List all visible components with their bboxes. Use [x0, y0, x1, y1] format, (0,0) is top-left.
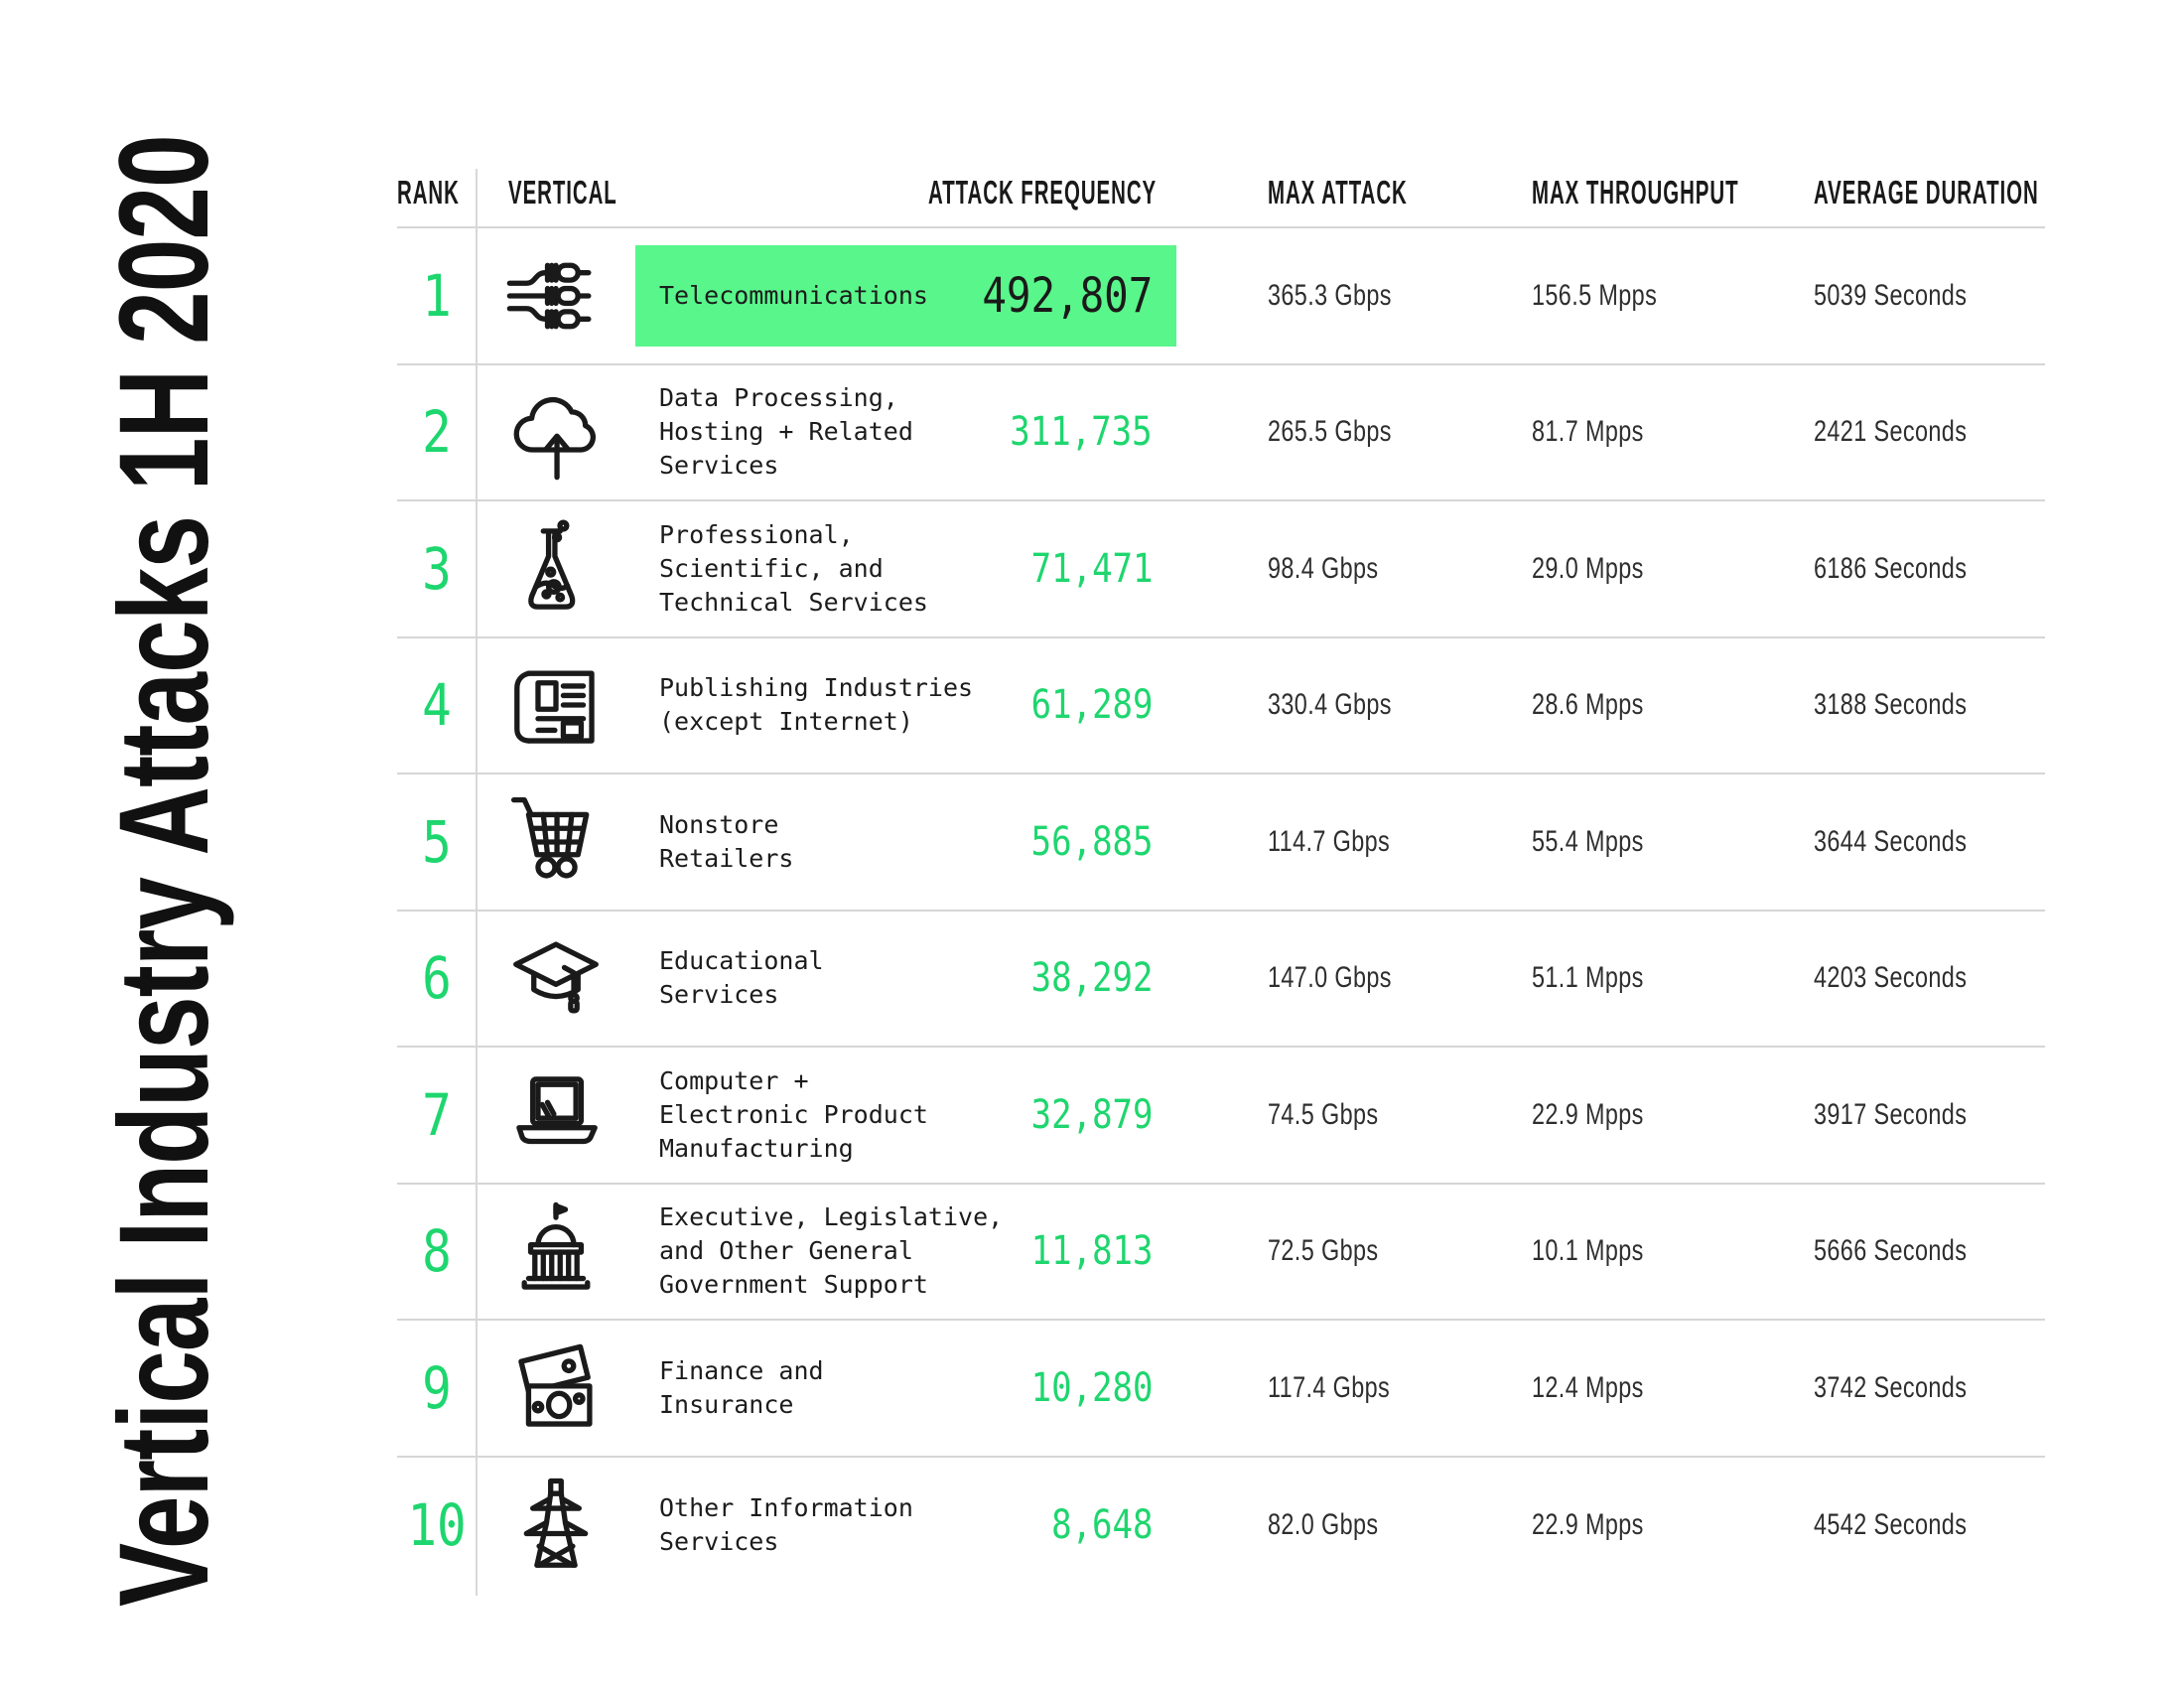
- header-attack-frequency: ATTACK FREQUENCY: [927, 173, 1157, 211]
- page-title: Vertical Industry Attacks 1H 2020: [93, 135, 235, 1607]
- max-attack-value: 74.5 Gbps: [1268, 1097, 1379, 1131]
- vertical-name: Computer + Electronic Product Manufactur…: [659, 1065, 928, 1163]
- graduation-cap-icon: [477, 925, 635, 1031]
- header-rank: RANK: [397, 173, 460, 211]
- rank-value: 2: [422, 398, 452, 467]
- attacks-table: 1 Telecommunications 492,807 365.3 Gbps …: [397, 228, 2045, 1594]
- max-throughput-value: 12.4 Mpps: [1532, 1370, 1644, 1404]
- table-row: 8 Executive, Legislative, and Other Gene…: [397, 1185, 2045, 1321]
- table-row: 9 Finance and Insurance 10,280 117.4 Gbp…: [397, 1321, 2045, 1458]
- max-throughput-value: 51.1 Mpps: [1532, 961, 1644, 995]
- max-throughput-value: 10.1 Mpps: [1532, 1234, 1644, 1268]
- attack-frequency-value: 11,813: [1030, 1228, 1153, 1275]
- average-duration-value: 6186 Seconds: [1814, 551, 1968, 585]
- vertical-name: Publishing Industries (except Internet): [659, 673, 974, 737]
- attack-frequency-value: 10,280: [1030, 1364, 1153, 1411]
- max-attack-value: 72.5 Gbps: [1268, 1234, 1379, 1268]
- rank-value: 9: [422, 1353, 452, 1422]
- attack-frequency-value: 311,735: [1010, 409, 1153, 456]
- max-throughput-value: 55.4 Mpps: [1532, 824, 1644, 858]
- max-throughput-value: 29.0 Mpps: [1532, 551, 1644, 585]
- rank-value: 5: [422, 807, 452, 876]
- table-row: 3 Professional, Scientific, and Technica…: [397, 501, 2045, 638]
- max-throughput-value: 81.7 Mpps: [1532, 415, 1644, 449]
- table-row: 1 Telecommunications 492,807 365.3 Gbps …: [397, 228, 2045, 365]
- highlight-box: Telecommunications 492,807: [635, 244, 1176, 347]
- laptop-icon: [477, 1062, 635, 1168]
- max-throughput-value: 156.5 Mpps: [1532, 278, 1658, 312]
- table-header: RANK VERTICAL ATTACK FREQUENCY MAX ATTAC…: [397, 164, 2045, 228]
- attack-frequency-value: 8,648: [1050, 1502, 1153, 1549]
- vertical-name: Telecommunications: [659, 280, 928, 310]
- average-duration-value: 3917 Seconds: [1814, 1097, 1968, 1131]
- rank-value: 6: [422, 944, 452, 1013]
- vertical-name: Executive, Legislative, and Other Genera…: [659, 1202, 1004, 1300]
- table-row: 10 Other Information Services 8,648 82.0…: [397, 1458, 2045, 1595]
- average-duration-value: 5039 Seconds: [1814, 278, 1968, 312]
- power-tower-icon: [477, 1473, 635, 1578]
- vertical-name: Other Information Services: [659, 1493, 913, 1557]
- vertical-name: Data Processing, Hosting + Related Servi…: [659, 383, 913, 481]
- vertical-name: Nonstore Retailers: [659, 809, 794, 873]
- header-max-attack: MAX ATTACK: [1268, 173, 1408, 211]
- max-attack-value: 330.4 Gbps: [1268, 688, 1392, 722]
- attack-frequency-value: 61,289: [1030, 682, 1153, 729]
- header-max-throughput: MAX THROUGHPUT: [1532, 173, 1739, 211]
- header-average-duration: AVERAGE DURATION: [1814, 173, 2039, 211]
- max-attack-value: 114.7 Gbps: [1268, 824, 1391, 858]
- attack-frequency-value: 71,471: [1030, 545, 1153, 592]
- table-row: 2 Data Processing, Hosting + Related Ser…: [397, 365, 2045, 501]
- max-attack-value: 82.0 Gbps: [1268, 1508, 1379, 1542]
- rank-value: 10: [407, 1491, 467, 1560]
- attack-frequency-value: 32,879: [1030, 1091, 1153, 1138]
- rank-value: 3: [422, 534, 452, 603]
- newspaper-icon: [477, 652, 635, 758]
- vertical-name: Professional, Scientific, and Technical …: [659, 519, 928, 617]
- average-duration-value: 5666 Seconds: [1814, 1234, 1968, 1268]
- attack-frequency-value: 56,885: [1030, 818, 1153, 865]
- max-attack-value: 147.0 Gbps: [1268, 961, 1392, 995]
- max-attack-value: 98.4 Gbps: [1268, 551, 1379, 585]
- rank-column-divider: [476, 169, 478, 1596]
- attack-frequency-value: 492,807: [982, 267, 1153, 324]
- header-vertical: VERTICAL: [508, 173, 617, 211]
- table-row: 6 Educational Services 38,292 147.0 Gbps…: [397, 912, 2045, 1048]
- lab-flask-icon: [477, 516, 635, 622]
- max-throughput-value: 28.6 Mpps: [1532, 688, 1644, 722]
- average-duration-value: 3188 Seconds: [1814, 688, 1968, 722]
- cloud-upload-icon: [477, 379, 635, 485]
- shopping-cart-icon: [477, 789, 635, 895]
- rank-value: 4: [422, 671, 452, 740]
- average-duration-value: 4542 Seconds: [1814, 1508, 1968, 1542]
- table-row: 7 Computer + Electronic Product Manufact…: [397, 1048, 2045, 1185]
- max-throughput-value: 22.9 Mpps: [1532, 1508, 1644, 1542]
- vertical-name: Finance and Insurance: [659, 1355, 824, 1419]
- capitol-building-icon: [477, 1198, 635, 1304]
- rank-value: 7: [422, 1080, 452, 1149]
- max-attack-value: 265.5 Gbps: [1268, 415, 1392, 449]
- money-bills-icon: [477, 1336, 635, 1441]
- average-duration-value: 3644 Seconds: [1814, 824, 1968, 858]
- table-row: 4 Publishing Industries (except Internet…: [397, 638, 2045, 774]
- average-duration-value: 3742 Seconds: [1814, 1370, 1968, 1404]
- table-row: 5 Nonstore Retailers 56,885 114.7 Gbps 5…: [397, 774, 2045, 912]
- rank-value: 1: [422, 261, 452, 330]
- max-attack-value: 365.3 Gbps: [1268, 278, 1392, 312]
- max-attack-value: 117.4 Gbps: [1268, 1370, 1391, 1404]
- attack-frequency-value: 38,292: [1030, 955, 1153, 1002]
- telecom-cables-icon: [477, 243, 635, 349]
- rank-value: 8: [422, 1217, 452, 1286]
- average-duration-value: 2421 Seconds: [1814, 415, 1968, 449]
- average-duration-value: 4203 Seconds: [1814, 961, 1968, 995]
- max-throughput-value: 22.9 Mpps: [1532, 1097, 1644, 1131]
- vertical-name: Educational Services: [659, 946, 824, 1010]
